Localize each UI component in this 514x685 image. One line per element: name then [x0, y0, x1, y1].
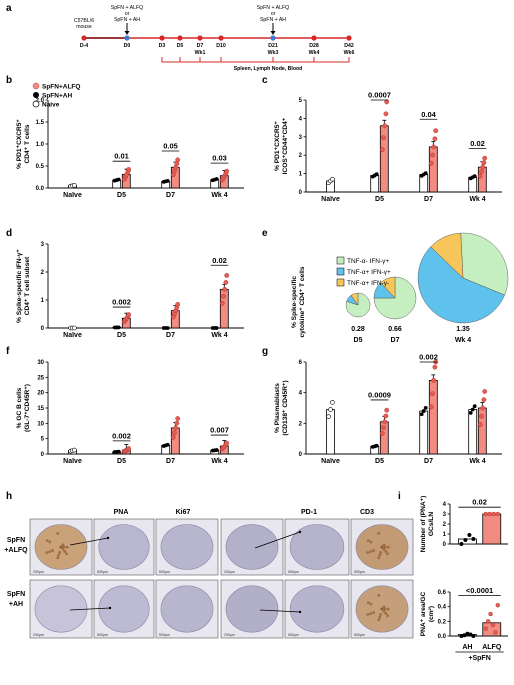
stain-spot: [65, 552, 68, 555]
stain-spot: [369, 550, 372, 553]
stain-spot: [381, 608, 384, 611]
row-label-alfq-2: +ALFQ: [4, 547, 28, 554]
scale-label: 500μm: [97, 570, 108, 574]
scale-label: 500μm: [159, 633, 170, 637]
stain-spot: [387, 546, 390, 549]
stain-spot: [377, 556, 380, 559]
stain-header-pd1: PD-1: [301, 509, 317, 516]
stain-spot: [372, 549, 375, 552]
stain-spot: [58, 551, 61, 554]
stain-spot: [366, 551, 369, 554]
histology-arrowhead: [109, 607, 111, 609]
stain-header-pna: PNA: [114, 509, 129, 516]
stain-spot: [63, 550, 66, 553]
scale-label: 500μm: [288, 570, 299, 574]
scale-label: 200μm: [224, 570, 235, 574]
stain-spot: [48, 541, 51, 544]
scale-label: 500μm: [159, 570, 170, 574]
stain-spot: [379, 551, 382, 554]
stain-spot: [381, 546, 384, 549]
stain-spot: [378, 616, 381, 619]
row-label-ah-1: SpFN: [7, 591, 25, 598]
stain-spot: [377, 618, 380, 621]
stain-spot: [62, 543, 65, 546]
stain-spot: [366, 613, 369, 616]
lymph-node-section: [99, 525, 149, 570]
stain-spot: [48, 550, 51, 553]
lymph-node-section: [290, 586, 344, 632]
stain-spot: [369, 541, 372, 544]
stain-spot: [378, 554, 381, 557]
stain-spot: [379, 613, 382, 616]
histology-arrowhead: [107, 537, 109, 539]
stain-spot: [56, 532, 59, 535]
lymph-node-section: [161, 586, 213, 632]
histology-arrowhead: [299, 611, 301, 613]
scale-label: 500μm: [354, 633, 365, 637]
scale-label: 500μm: [288, 633, 299, 637]
lymph-node-section: [226, 586, 278, 632]
stain-spot: [383, 605, 386, 608]
stain-spot: [45, 551, 48, 554]
lymph-node-section: [35, 586, 87, 632]
stain-spot: [369, 603, 372, 606]
stain-spot: [372, 611, 375, 614]
lymph-node-section: [290, 525, 344, 570]
stain-spot: [383, 543, 386, 546]
row-label-alfq-1: SpFN: [7, 537, 25, 544]
stain-spot: [377, 594, 380, 597]
stain-spot: [367, 601, 370, 604]
stain-spot: [384, 612, 387, 615]
lymph-node-section: [161, 525, 213, 570]
stain-spot: [51, 549, 54, 552]
scale-label: 200μm: [33, 570, 44, 574]
stain-header-cd3: CD3: [360, 509, 374, 516]
stain-spot: [386, 614, 389, 617]
scale-label: 200μm: [33, 633, 44, 637]
stain-spot: [384, 550, 387, 553]
row-label-ah-2: +AH: [9, 601, 23, 608]
stain-spot: [66, 546, 69, 549]
lymph-node-section: [226, 525, 278, 570]
stain-spot: [387, 608, 390, 611]
lymph-node-section: [99, 586, 149, 632]
scale-label: 500μm: [354, 570, 365, 574]
stain-spot: [56, 556, 59, 559]
stain-spot: [57, 554, 60, 557]
stain-spot: [386, 552, 389, 555]
stain-header-ki67: Ki67: [176, 509, 191, 516]
histology-arrowhead: [299, 531, 301, 533]
stain-spot: [369, 612, 372, 615]
stain-spot: [46, 539, 49, 542]
stain-spot: [377, 532, 380, 535]
scale-label: 200μm: [224, 633, 235, 637]
scale-label: 500μm: [97, 633, 108, 637]
stain-spot: [367, 539, 370, 542]
stain-spot: [60, 546, 63, 549]
